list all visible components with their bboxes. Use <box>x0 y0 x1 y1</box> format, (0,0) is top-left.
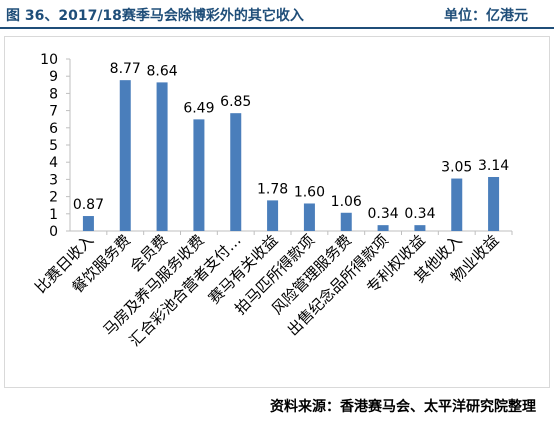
bar-chart: 0123456789100.87比赛日收入8.77餐饮服务费8.64会员费6.4… <box>31 52 513 350</box>
y-tick-label: 8 <box>49 86 58 102</box>
y-tick-label: 1 <box>49 207 58 223</box>
y-tick-label: 10 <box>40 52 58 68</box>
source-note: 资料来源：香港赛马会、太平洋研究院整理 <box>270 399 536 415</box>
bar <box>193 119 205 231</box>
bar <box>267 200 279 231</box>
bar-value-label: 3.05 <box>441 160 472 176</box>
chart-frame <box>4 36 550 388</box>
bar <box>451 178 463 231</box>
y-tick-label: 6 <box>49 121 58 137</box>
bar-value-label: 0.87 <box>73 197 104 213</box>
bar-value-label: 6.49 <box>183 100 214 116</box>
y-tick-label: 7 <box>49 104 58 120</box>
bar <box>414 225 426 231</box>
bar <box>230 113 242 231</box>
bar-value-label: 0.34 <box>404 206 435 222</box>
y-tick-label: 5 <box>49 138 58 154</box>
figure-header: 图 36、2017/18赛季马会除博彩外的其它收入 单位：亿港元 <box>0 0 554 29</box>
bar-value-label: 3.14 <box>478 158 509 174</box>
y-tick-label: 4 <box>49 155 58 171</box>
bar-value-label: 1.78 <box>257 181 288 197</box>
bar <box>488 176 500 231</box>
bar-value-label: 0.34 <box>367 206 398 222</box>
bar <box>119 80 131 231</box>
bar <box>340 212 352 231</box>
figure-title: 图 36、2017/18赛季马会除博彩外的其它收入 <box>6 8 304 24</box>
bar-value-label: 1.60 <box>294 184 325 200</box>
bar <box>156 82 168 231</box>
unit-label: 单位：亿港元 <box>444 8 528 24</box>
bar <box>82 216 94 231</box>
y-tick-label: 2 <box>49 190 58 206</box>
bar-value-label: 8.64 <box>146 63 177 79</box>
bar <box>303 203 315 231</box>
bar-value-label: 6.85 <box>220 94 251 110</box>
bar-value-label: 1.06 <box>331 194 362 210</box>
bar <box>377 225 389 231</box>
bar-value-label: 8.77 <box>110 61 141 77</box>
y-tick-label: 0 <box>49 224 58 240</box>
title-divider <box>0 27 554 29</box>
y-tick-label: 9 <box>49 69 58 85</box>
y-tick-label: 3 <box>49 172 58 188</box>
